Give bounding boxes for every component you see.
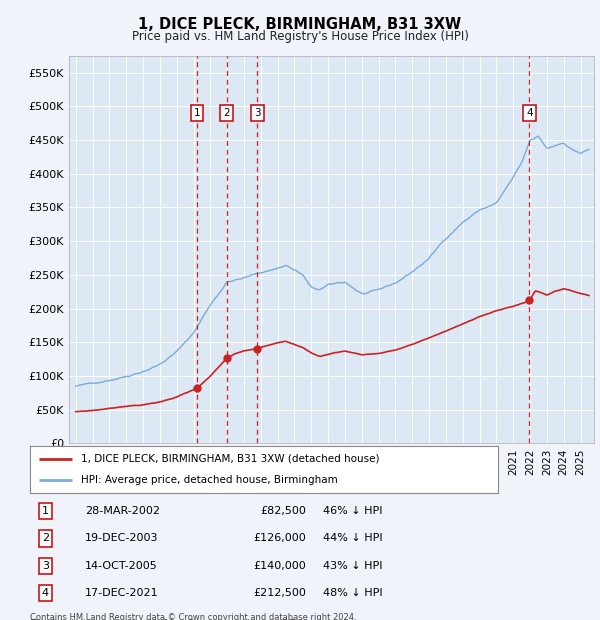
Text: £140,000: £140,000: [253, 561, 306, 571]
Text: 2: 2: [223, 108, 230, 118]
Text: 19-DEC-2003: 19-DEC-2003: [85, 533, 158, 544]
Text: Price paid vs. HM Land Registry's House Price Index (HPI): Price paid vs. HM Land Registry's House …: [131, 30, 469, 43]
Text: 1, DICE PLECK, BIRMINGHAM, B31 3XW: 1, DICE PLECK, BIRMINGHAM, B31 3XW: [139, 17, 461, 32]
Text: £82,500: £82,500: [260, 506, 306, 516]
Text: 43% ↓ HPI: 43% ↓ HPI: [323, 561, 382, 571]
Text: £212,500: £212,500: [253, 588, 306, 598]
Text: £126,000: £126,000: [253, 533, 306, 544]
Text: 14-OCT-2005: 14-OCT-2005: [85, 561, 158, 571]
Text: 2: 2: [42, 533, 49, 544]
Text: 4: 4: [526, 108, 533, 118]
Text: 1: 1: [42, 506, 49, 516]
Text: 46% ↓ HPI: 46% ↓ HPI: [323, 506, 382, 516]
Text: 17-DEC-2021: 17-DEC-2021: [85, 588, 159, 598]
Text: 3: 3: [42, 561, 49, 571]
Text: 4: 4: [42, 588, 49, 598]
Text: Contains HM Land Registry data © Crown copyright and database right 2024.: Contains HM Land Registry data © Crown c…: [30, 613, 356, 620]
Text: 1: 1: [194, 108, 200, 118]
Text: 44% ↓ HPI: 44% ↓ HPI: [323, 533, 382, 544]
Text: This data is licensed under the Open Government Licence v3.0.: This data is licensed under the Open Gov…: [30, 619, 298, 620]
Text: 1, DICE PLECK, BIRMINGHAM, B31 3XW (detached house): 1, DICE PLECK, BIRMINGHAM, B31 3XW (deta…: [82, 454, 380, 464]
Text: HPI: Average price, detached house, Birmingham: HPI: Average price, detached house, Birm…: [82, 476, 338, 485]
Text: 28-MAR-2002: 28-MAR-2002: [85, 506, 160, 516]
Text: 3: 3: [254, 108, 260, 118]
Text: 48% ↓ HPI: 48% ↓ HPI: [323, 588, 382, 598]
